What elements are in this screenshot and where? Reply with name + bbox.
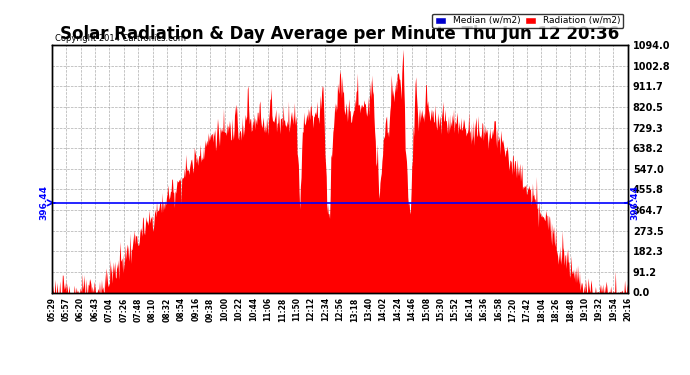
Legend: Median (w/m2), Radiation (w/m2): Median (w/m2), Radiation (w/m2) xyxy=(432,13,623,28)
Text: Copyright 2014 Cartronics.com: Copyright 2014 Cartronics.com xyxy=(55,33,186,42)
Title: Solar Radiation & Day Average per Minute Thu Jun 12 20:36: Solar Radiation & Day Average per Minute… xyxy=(60,26,620,44)
Text: 396.44: 396.44 xyxy=(631,185,640,220)
Text: 396.44: 396.44 xyxy=(40,185,49,220)
